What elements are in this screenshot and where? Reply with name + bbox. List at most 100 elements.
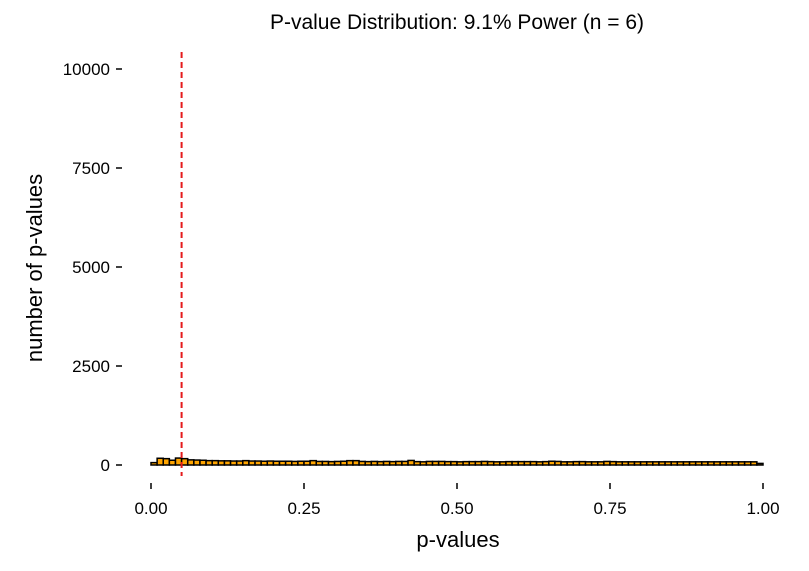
histogram-bar	[756, 462, 764, 466]
histogram-bar	[254, 460, 262, 466]
histogram-bar	[688, 461, 697, 466]
x-axis-label: p-values	[416, 527, 499, 552]
histogram-bar	[444, 460, 452, 466]
histogram-bar	[731, 461, 740, 466]
histogram-bar	[401, 460, 409, 466]
histogram-bar	[529, 460, 538, 466]
histogram-bar	[376, 460, 385, 466]
histogram-bar	[566, 461, 575, 466]
x-tick-label: 1.00	[746, 499, 779, 518]
histogram-bar	[168, 459, 177, 466]
histogram-bar	[150, 461, 158, 466]
histogram-bar	[309, 459, 317, 466]
histogram-bar	[370, 460, 379, 466]
histogram-bar	[743, 461, 752, 466]
histogram-bar	[676, 461, 685, 466]
histogram-bar	[352, 459, 360, 466]
y-tick-label: 0	[101, 456, 110, 475]
histogram-bar	[266, 460, 275, 466]
histogram-bar	[615, 461, 623, 466]
histogram-bar	[284, 460, 293, 466]
histogram-bar	[291, 460, 299, 466]
histogram-bar	[578, 460, 587, 466]
bars-group	[150, 457, 764, 466]
histogram-bar	[388, 460, 397, 466]
histogram-bar	[229, 460, 238, 466]
y-axis: 0 2500 5000 7500 10000	[63, 60, 122, 475]
histogram-bar	[707, 461, 715, 466]
histogram-bar	[511, 460, 519, 466]
histogram-bar	[627, 461, 636, 466]
histogram-bar	[419, 461, 428, 466]
histogram-bar	[193, 459, 201, 466]
histogram-bar	[719, 461, 728, 466]
histogram-bar	[407, 459, 415, 466]
histogram-bar	[535, 461, 544, 466]
x-tick-label: 0.50	[440, 499, 473, 518]
histogram-bar	[248, 460, 256, 466]
x-tick-label: 0.75	[593, 499, 626, 518]
histogram-bar	[468, 460, 477, 466]
histogram-bar	[413, 460, 422, 466]
histogram-bar	[652, 461, 660, 466]
histogram-bar	[694, 461, 703, 466]
histogram-bar	[658, 461, 666, 466]
histogram-bar	[297, 460, 305, 466]
histogram-bar	[554, 460, 562, 466]
histogram-bar	[474, 460, 483, 466]
histogram-bar	[321, 460, 330, 466]
chart-title: P-value Distribution: 9.1% Power (n = 6)	[270, 11, 644, 34]
histogram-bar	[603, 460, 611, 466]
histogram-bar	[590, 461, 599, 466]
histogram-bar	[480, 460, 489, 466]
histogram-bar	[364, 460, 373, 466]
histogram-bar	[713, 461, 721, 466]
histogram-bar	[597, 461, 605, 466]
histogram-bar	[358, 460, 366, 466]
histogram-bar	[682, 461, 691, 466]
histogram-bar	[505, 460, 513, 466]
x-axis: 0.00 0.25 0.50 0.75 1.00	[134, 483, 780, 518]
x-tick-label: 0.25	[287, 499, 320, 518]
histogram-bar	[260, 460, 269, 466]
histogram-bar	[456, 461, 464, 466]
histogram-bar	[725, 461, 734, 466]
histogram-bar	[223, 460, 232, 466]
histogram-bar	[205, 459, 213, 466]
histogram-bar	[517, 460, 526, 466]
histogram-bar	[737, 461, 746, 466]
histogram-bar	[664, 461, 672, 466]
histogram-bar	[645, 461, 654, 466]
histogram-bar	[701, 461, 709, 466]
histogram-bar	[450, 460, 458, 466]
histogram-bar	[315, 460, 324, 466]
histogram-bar	[346, 459, 354, 466]
y-tick-label: 2500	[72, 357, 110, 376]
histogram-bar	[486, 460, 495, 466]
histogram-bar	[382, 460, 391, 466]
histogram-bar	[639, 461, 648, 466]
histogram-bar	[431, 460, 440, 466]
histogram-bar	[327, 460, 336, 466]
histogram-bar	[395, 460, 403, 466]
histogram-bar	[272, 460, 281, 466]
histogram-bar	[211, 459, 220, 466]
histogram-bar	[492, 461, 501, 466]
histogram-bar	[572, 460, 581, 466]
y-tick-label: 5000	[72, 258, 110, 277]
histogram-bar	[560, 461, 568, 466]
histogram-bar	[584, 461, 593, 466]
histogram-bar	[523, 460, 532, 466]
histogram-bar	[162, 457, 171, 466]
histogram-bar	[621, 461, 630, 466]
histogram-bar	[633, 461, 642, 466]
histogram-bar	[750, 461, 758, 466]
histogram-bar	[670, 461, 679, 466]
histogram-bar	[548, 460, 556, 466]
histogram-bar	[333, 460, 342, 466]
histogram-bar	[278, 460, 287, 466]
histogram-bar	[339, 460, 348, 466]
histogram-bar	[609, 460, 617, 466]
histogram-bar	[425, 460, 434, 466]
